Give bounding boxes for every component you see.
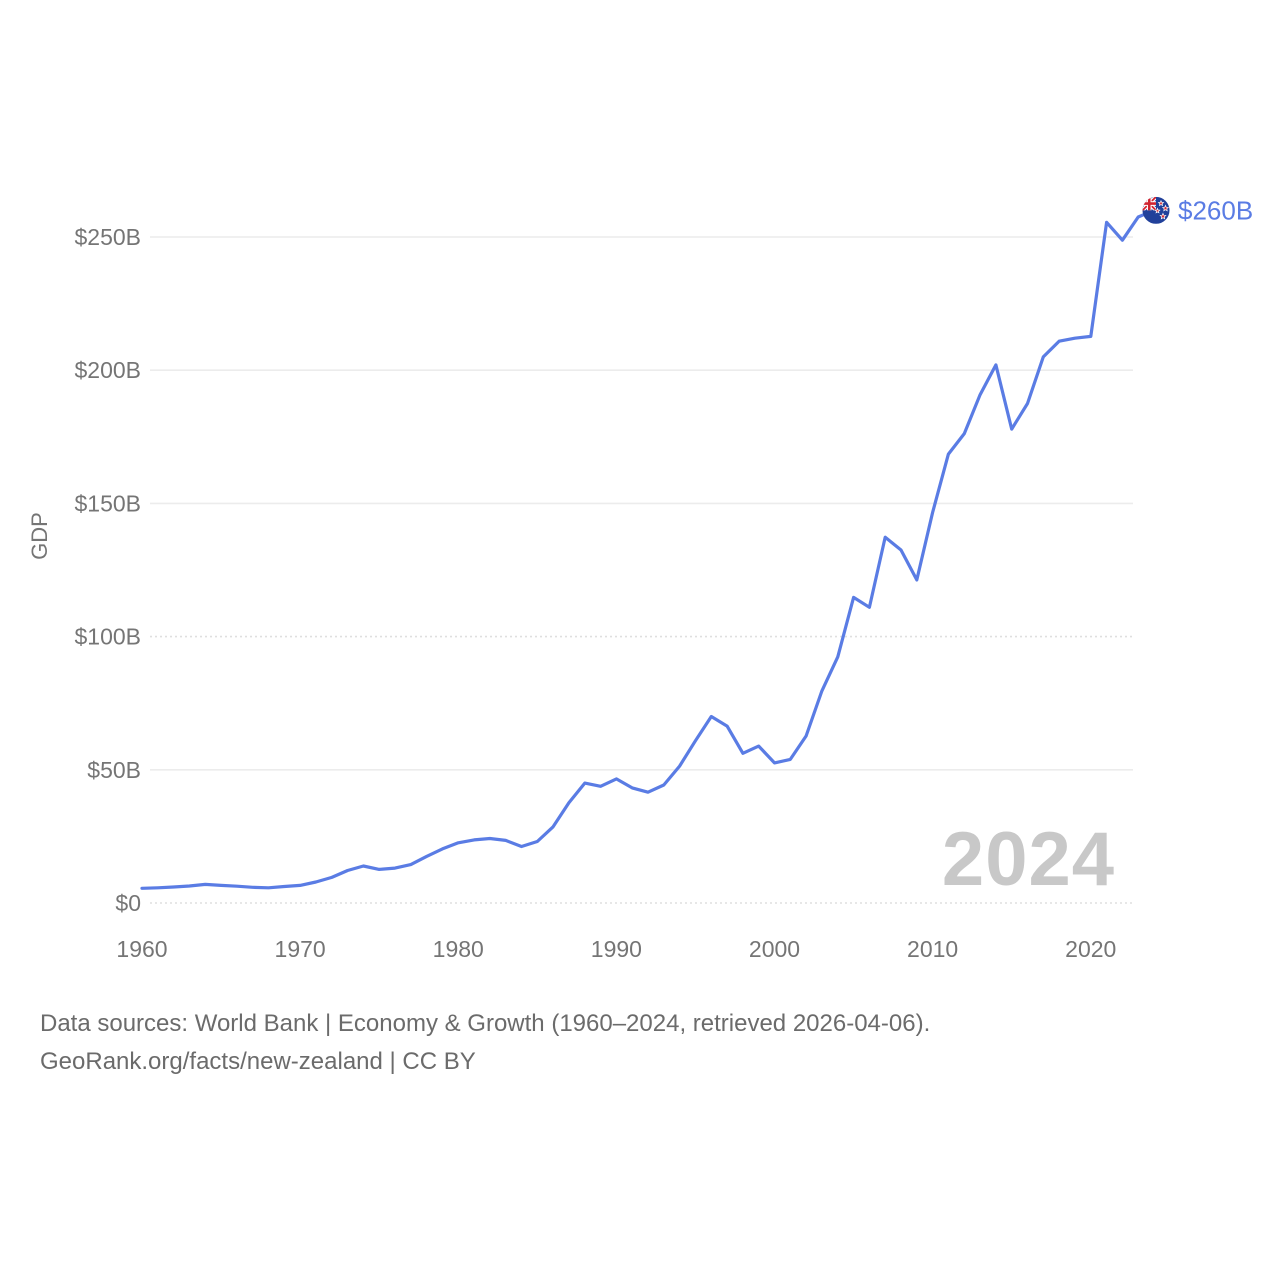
x-tick-label: 2020 — [1065, 936, 1116, 962]
new-zealand-flag-icon — [1142, 196, 1170, 224]
y-tick-label: $100B — [74, 624, 141, 650]
x-tick-label: 2010 — [907, 936, 958, 962]
gridlines — [150, 236, 1133, 904]
x-axis-tick-labels: 1960 1970 1980 1990 2000 2010 2020 — [116, 936, 1116, 962]
x-tick-label: 2000 — [749, 936, 800, 962]
southern-cross-star — [1157, 199, 1165, 207]
y-axis-title: GDP — [27, 512, 52, 560]
watermark-year: 2024 — [942, 817, 1115, 902]
x-tick-label: 1990 — [591, 936, 642, 962]
footer-attribution-line: GeoRank.org/facts/new-zealand | CC BY — [40, 1048, 476, 1075]
y-tick-label: $50B — [87, 757, 141, 783]
y-tick-label: $200B — [74, 357, 141, 383]
x-tick-label: 1980 — [433, 936, 484, 962]
x-tick-label: 1960 — [116, 936, 167, 962]
y-tick-label: $0 — [115, 890, 141, 916]
southern-cross-star — [1154, 207, 1161, 214]
y-tick-label: $150B — [74, 490, 141, 516]
y-tick-label: $250B — [74, 224, 141, 250]
endpoint-value-label: $260B — [1178, 195, 1253, 225]
southern-cross-star — [1159, 212, 1167, 220]
southern-cross-star — [1161, 204, 1170, 212]
union-jack-canton — [1142, 196, 1156, 211]
footer-source-line: Data sources: World Bank | Economy & Gro… — [40, 1010, 930, 1037]
y-axis-tick-labels: $0 $50B $100B $150B $200B $250B — [74, 224, 141, 916]
gdp-line-series — [140, 208, 1156, 890]
x-tick-label: 1970 — [275, 936, 326, 962]
